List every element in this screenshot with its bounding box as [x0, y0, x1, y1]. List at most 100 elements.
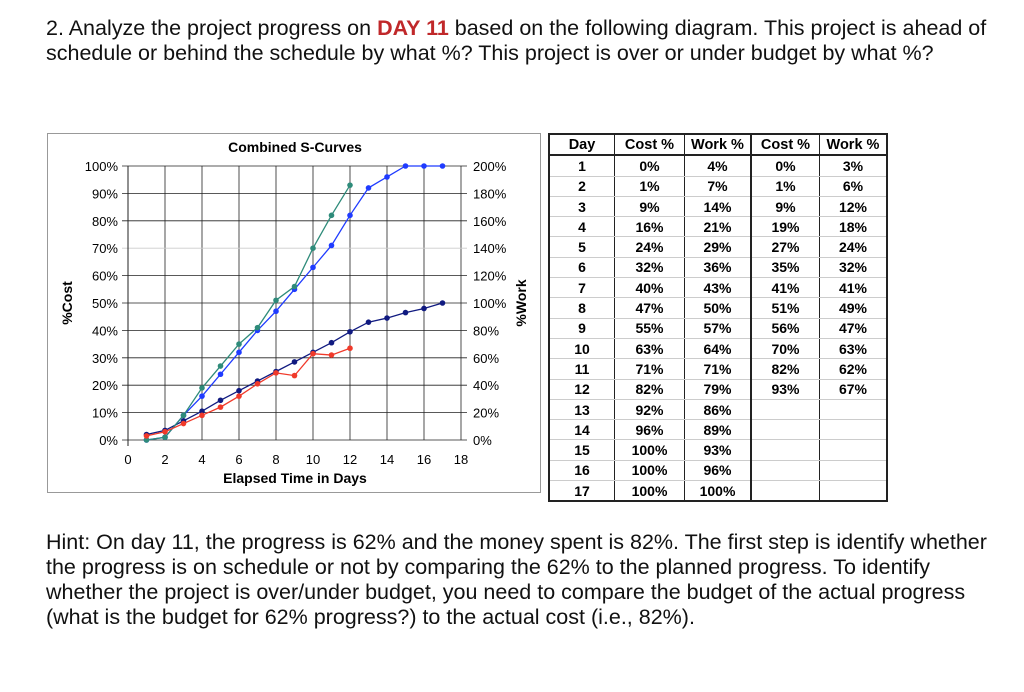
x-tick-label: 8 [272, 452, 279, 467]
table-row: 3 9% 14% 9% 12% [548, 196, 888, 218]
data-point [273, 308, 279, 315]
table-row: 5 24% 29% 27% 24% [548, 236, 888, 258]
table-cell: 4% [684, 155, 752, 177]
s-curve-chart: 0 2 4 6 8 10 12 14 16 18 0% 10% 20% 30% 40% 50% 60% 70% 80… [47, 133, 541, 493]
table-cell: 35% [750, 257, 820, 279]
table-cell: 41% [819, 277, 888, 299]
data-point [347, 182, 353, 188]
table-cell: 47% [819, 318, 888, 339]
table-cell: 2 [548, 176, 615, 197]
series-line [146, 347, 351, 437]
column-header: Work % [819, 134, 888, 157]
table-cell: 3% [819, 155, 888, 177]
y-tick-label: 70% [92, 241, 118, 256]
table-cell: 41% [750, 277, 820, 299]
table-row: 8 47% 50% 51% 49% [548, 297, 888, 319]
data-point [439, 300, 446, 306]
table-cell: 64% [684, 338, 752, 360]
data-point [328, 339, 335, 346]
data-point [162, 434, 168, 441]
y2-tick-label: 100% [473, 296, 507, 311]
y2-tick-label: 160% [473, 214, 507, 229]
data-point [273, 370, 279, 376]
data-point [421, 163, 427, 169]
table-cell: 24% [819, 236, 888, 258]
table-cell: 8 [548, 297, 615, 319]
data-point [199, 385, 205, 391]
data-point [365, 319, 372, 325]
table-cell: 49% [819, 297, 888, 319]
y-tick-label: 100% [85, 159, 119, 174]
y-tick-label: 20% [92, 378, 118, 393]
table-cell: 11 [548, 358, 615, 380]
series-line [146, 184, 351, 441]
data-point [236, 393, 242, 399]
table-cell [819, 480, 888, 502]
table-cell: 7 [548, 277, 615, 299]
x-tick-label: 12 [343, 452, 357, 467]
table-row: 17 100% 100% [548, 480, 888, 502]
data-point [328, 352, 335, 358]
progress-table: Day Cost % Work % Cost % Work % 1 0% 4% 0% 3% 2 1%… [548, 133, 888, 503]
hint-text: Hint: On day 11, the progress is 62% and… [46, 530, 987, 629]
table-cell [750, 460, 820, 482]
table-cell: 50% [684, 297, 752, 319]
data-point [199, 408, 205, 415]
y-tick-label: 30% [92, 351, 118, 366]
data-point [217, 363, 224, 369]
table-cell: 15 [548, 439, 615, 461]
table-cell: 56% [750, 318, 820, 339]
table-cell [819, 399, 888, 421]
table-cell: 16 [548, 460, 615, 482]
x-tick-label: 18 [454, 452, 468, 467]
table-cell: 96% [614, 419, 685, 441]
table-row: 16 100% 96% [548, 460, 888, 482]
table-cell: 6 [548, 257, 615, 279]
data-point [347, 328, 353, 335]
table-row: 15 100% 93% [548, 439, 888, 461]
y2-tick-label: 20% [473, 406, 499, 421]
chart-title: Combined S-Curves [228, 139, 362, 155]
table-cell: 47% [614, 297, 685, 319]
data-point [143, 433, 150, 439]
data-point [217, 404, 224, 410]
table-cell [750, 480, 820, 502]
data-point [217, 397, 224, 404]
data-point [365, 185, 372, 191]
table-cell: 24% [614, 236, 685, 258]
data-point [291, 372, 298, 379]
table-cell: 100% [614, 439, 685, 461]
table-cell: 32% [614, 257, 685, 279]
y2-tick-label: 80% [473, 323, 499, 338]
table-cell: 9% [614, 196, 685, 218]
table-row: 12 82% 79% 93% 67% [548, 379, 888, 400]
data-point [217, 371, 224, 378]
table-cell: 32% [819, 257, 888, 279]
table-row: 6 32% 36% 35% 32% [548, 257, 888, 279]
data-point [384, 174, 390, 180]
data-point [310, 350, 316, 357]
data-point [402, 163, 409, 169]
y-tick-label: 40% [92, 323, 118, 338]
table-cell: 13 [548, 399, 615, 421]
x-tick-label: 4 [198, 452, 205, 467]
table-cell: 0% [614, 155, 685, 177]
table-cell: 7% [684, 176, 752, 197]
series-line [146, 302, 443, 436]
column-header: Day [548, 134, 615, 157]
data-point [254, 381, 261, 387]
y2-tick-label: 60% [473, 351, 499, 366]
table-cell: 1% [750, 176, 820, 197]
table-row: 10 63% 64% 70% 63% [548, 338, 888, 360]
data-point [236, 341, 242, 347]
table-cell: 17 [548, 480, 615, 502]
table-cell: 40% [614, 277, 685, 299]
table-cell: 9% [750, 196, 820, 218]
table-cell: 27% [750, 236, 820, 258]
data-point [291, 359, 298, 365]
table-cell: 1% [614, 176, 685, 197]
table-cell: 1 [548, 155, 615, 177]
table-cell: 93% [684, 439, 752, 461]
table-cell: 51% [750, 297, 820, 319]
data-point [347, 212, 353, 219]
